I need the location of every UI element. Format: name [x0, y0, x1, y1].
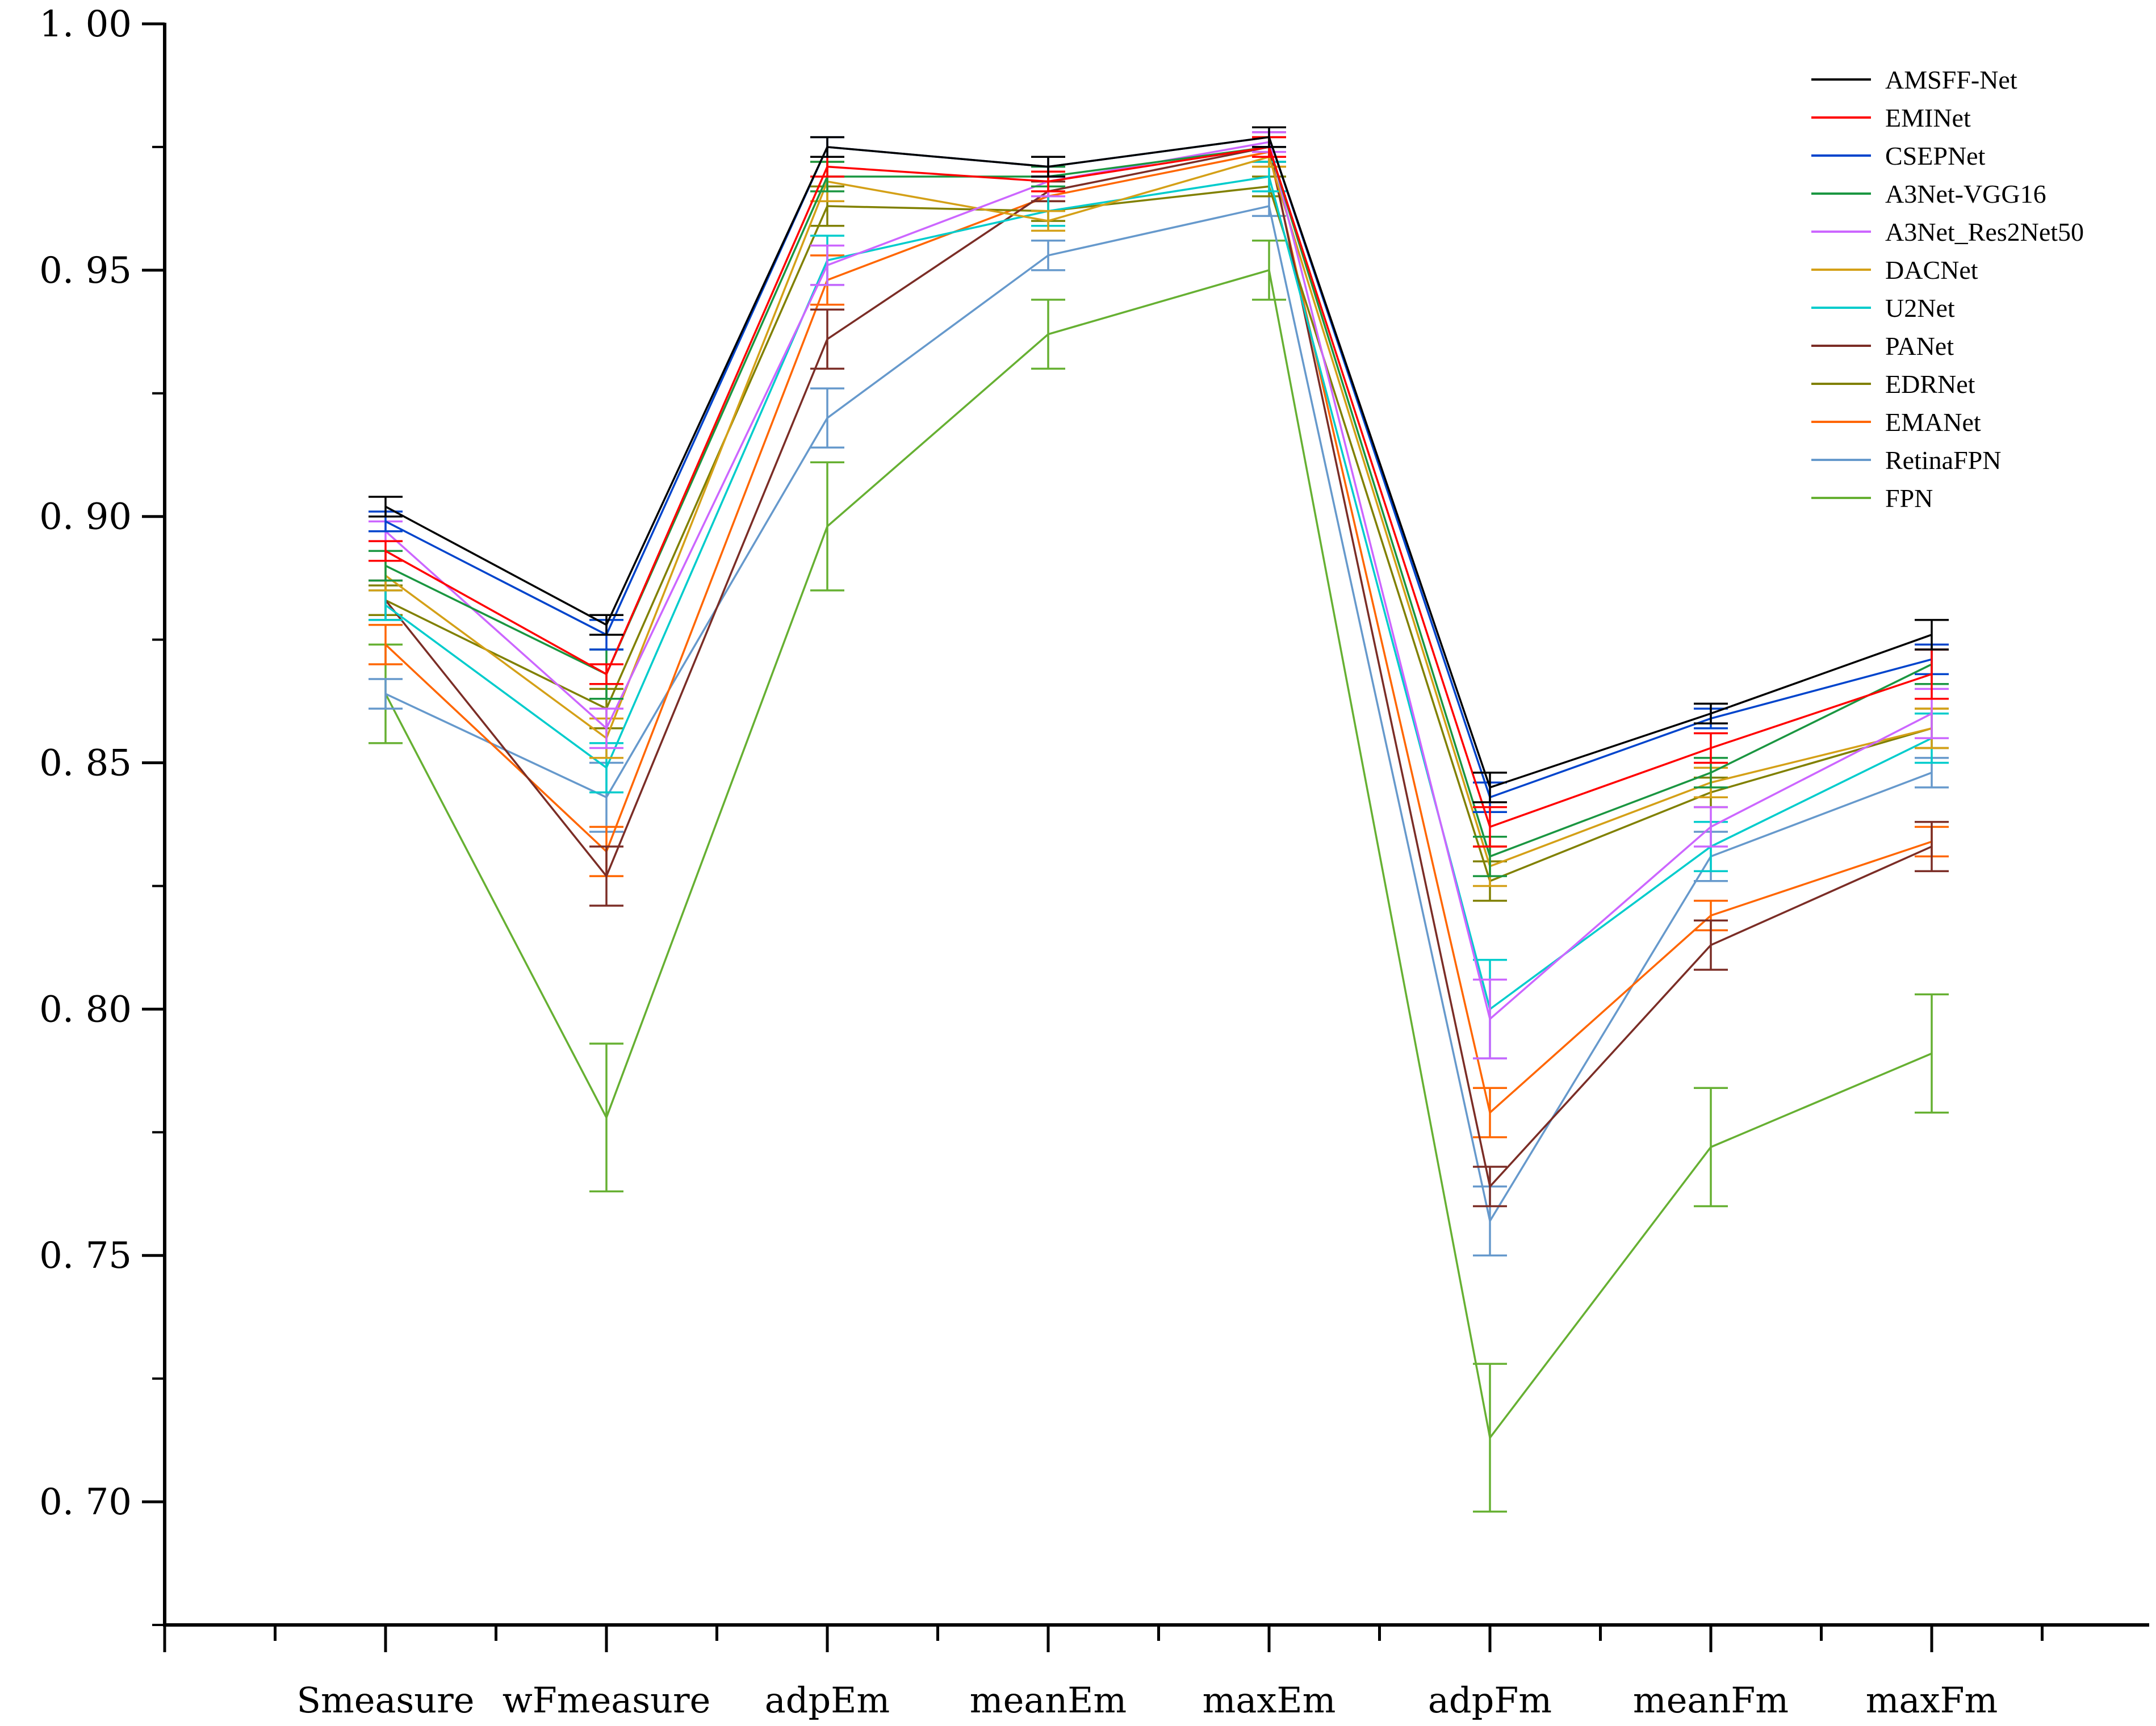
- series-retinafpn: [369, 195, 1949, 1256]
- series-fpn: [369, 240, 1949, 1513]
- y-tick-label: 1. 00: [39, 3, 132, 45]
- legend-entry: DACNet: [1811, 255, 1978, 284]
- legend-label: EDRNet: [1885, 370, 1975, 399]
- series-amsff-net: [369, 126, 1949, 803]
- plot-area: 0. 70 0. 75 0. 80 0. 85 0. 90 0. 95 1. 00 Smeas…: [39, 3, 2149, 1721]
- legend-entry: EMANet: [1811, 408, 1981, 437]
- legend-label: AMSFF-Net: [1885, 65, 2017, 94]
- legend-entry: U2Net: [1811, 294, 1955, 322]
- legend-entry: A3Net_Res2Net50: [1811, 217, 2084, 246]
- legend-label: DACNet: [1885, 255, 1978, 284]
- x-category-label: maxEm: [1203, 1679, 1336, 1721]
- series-line: [384, 150, 1932, 1115]
- x-category-label: adpFm: [1428, 1679, 1552, 1721]
- y-tick-label: 0. 85: [39, 743, 132, 785]
- y-tick-label: 0. 70: [39, 1481, 132, 1523]
- legend-entry: RetinaFPN: [1811, 446, 2001, 475]
- x-category-label: maxFm: [1866, 1679, 1998, 1721]
- legend-label: EMINet: [1885, 103, 1971, 132]
- y-tick-label: 0. 75: [39, 1235, 132, 1277]
- legend-label: CSEPNet: [1885, 141, 1986, 170]
- legend-label: PANet: [1885, 332, 1954, 361]
- legend-label: RetinaFPN: [1885, 446, 2001, 475]
- legend-entry: EMINet: [1811, 103, 1971, 132]
- y-tick-label: 0. 95: [39, 250, 132, 292]
- series-line: [385, 136, 1932, 789]
- series-line: [384, 156, 1932, 868]
- legend-entry: EDRNet: [1811, 370, 1975, 399]
- legend-entry: AMSFF-Net: [1811, 65, 2017, 94]
- legend-entry: A3Net-VGG16: [1811, 179, 2046, 208]
- legend-label: EMANet: [1885, 408, 1981, 437]
- series-line: [385, 204, 1932, 1224]
- y-tick-label: 0. 80: [39, 988, 132, 1030]
- x-category-label: meanEm: [970, 1679, 1127, 1721]
- legend-label: A3Net_Res2Net50: [1885, 217, 2084, 246]
- series-line: [385, 185, 1932, 883]
- legend-label: A3Net-VGG16: [1885, 179, 2046, 208]
- series-line: [385, 145, 1932, 828]
- axes-layer: 0. 70 0. 75 0. 80 0. 85 0. 90 0. 95 1. 00 Smeas…: [39, 3, 2149, 1721]
- x-category-label: adpEm: [765, 1679, 890, 1721]
- y-tick-label: 0. 90: [39, 496, 132, 538]
- legend-label: U2Net: [1885, 294, 1955, 322]
- legend-label: FPN: [1885, 484, 1933, 513]
- x-category-label: wFmeasure: [503, 1679, 711, 1721]
- series-line: [384, 269, 1932, 1440]
- series-line: [384, 145, 1932, 1189]
- x-category-label: meanFm: [1633, 1679, 1789, 1721]
- series-line: [384, 175, 1932, 1011]
- legend-entry: FPN: [1811, 484, 1933, 513]
- legend-entry: PANet: [1811, 332, 1954, 361]
- x-category-label: Smeasure: [297, 1679, 475, 1721]
- legend-entry: CSEPNet: [1811, 141, 1986, 170]
- legend: AMSFF-Net EMINet CSEPNet A3Net-VGG16 A3Net_R…: [1811, 65, 2084, 513]
- series-layer: [369, 126, 1949, 1513]
